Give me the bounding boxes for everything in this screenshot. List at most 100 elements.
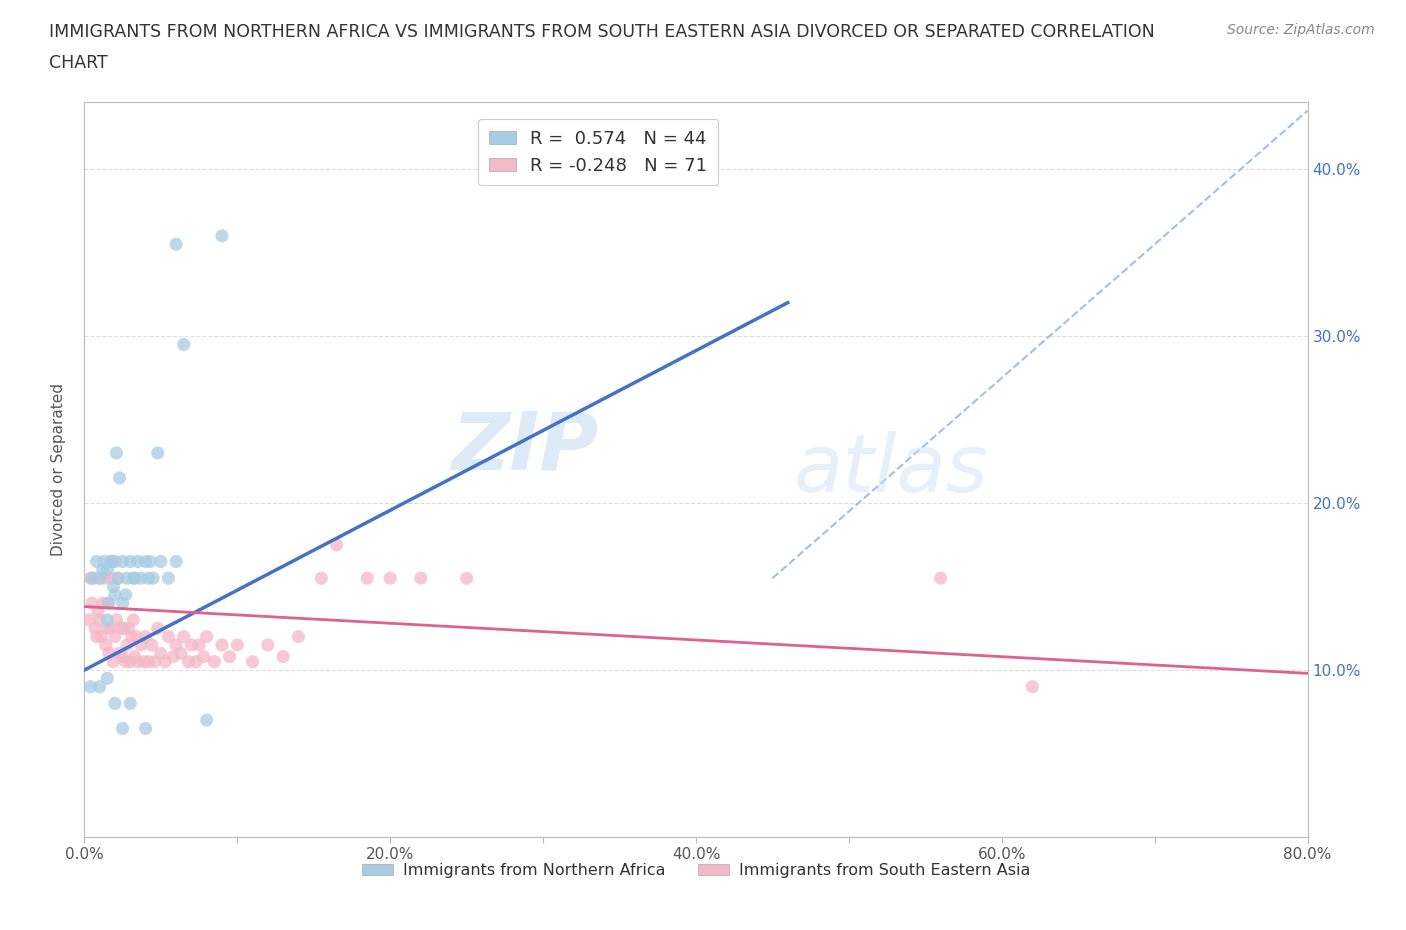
Text: CHART: CHART (49, 54, 108, 72)
Point (107, 571, 129, 586)
Point (165, 638, 187, 653)
Point (929, 571, 952, 586)
Point (91, 596, 114, 611)
Point (456, 571, 478, 586)
Point (89, 613, 111, 628)
Point (218, 649, 240, 664)
Point (132, 654, 155, 669)
Point (107, 571, 129, 586)
Point (84, 621, 107, 636)
Point (120, 554, 142, 569)
Point (111, 649, 134, 664)
Point (89, 679, 111, 694)
Point (105, 445, 128, 460)
Point (157, 630, 180, 644)
Point (149, 646, 172, 661)
Point (108, 471, 131, 485)
Point (79, 571, 101, 586)
Point (103, 579, 125, 594)
Point (90, 630, 112, 644)
Point (80, 596, 103, 611)
Point (135, 554, 157, 569)
Point (142, 571, 165, 586)
Point (211, 229, 233, 244)
Point (177, 654, 200, 669)
Point (173, 337, 195, 352)
Point (157, 571, 180, 586)
Point (77, 613, 100, 628)
Point (115, 638, 138, 653)
Point (118, 621, 141, 636)
Point (89, 571, 111, 586)
Text: Source: ZipAtlas.com: Source: ZipAtlas.com (1227, 23, 1375, 37)
Point (124, 649, 146, 664)
Point (86, 630, 108, 644)
Point (93, 571, 115, 586)
Point (79, 679, 101, 694)
Point (257, 638, 280, 653)
Point (108, 646, 131, 661)
Point (101, 554, 124, 569)
Point (97, 646, 120, 661)
Point (93, 554, 115, 569)
Point (110, 621, 132, 636)
Point (87, 604, 110, 619)
Point (101, 571, 124, 586)
Point (96, 621, 118, 636)
Point (271, 649, 294, 664)
Point (103, 654, 125, 669)
Point (97, 596, 120, 611)
Point (98, 554, 121, 569)
Point (184, 654, 207, 669)
Point (120, 696, 142, 711)
Point (1021, 679, 1043, 694)
Point (170, 646, 193, 661)
Y-axis label: Divorced or Separated: Divorced or Separated (51, 383, 66, 556)
Point (115, 571, 138, 586)
Point (80, 571, 103, 586)
Point (124, 571, 146, 586)
Point (120, 654, 142, 669)
Point (104, 630, 127, 644)
Point (149, 554, 172, 569)
Point (122, 613, 145, 628)
Point (83, 571, 105, 586)
Point (195, 630, 218, 644)
Point (180, 638, 202, 653)
Point (311, 571, 333, 586)
Point (104, 696, 127, 711)
Point (139, 554, 162, 569)
Point (129, 571, 152, 586)
Point (356, 571, 378, 586)
Point (135, 721, 157, 736)
Point (112, 621, 135, 636)
Point (96, 613, 118, 628)
Text: ZIP: ZIP (451, 408, 598, 486)
Point (202, 654, 225, 669)
Point (155, 654, 177, 669)
Point (162, 649, 184, 664)
Point (287, 630, 309, 644)
Point (94, 638, 117, 653)
Point (138, 654, 160, 669)
Point (165, 554, 187, 569)
Point (188, 638, 211, 653)
Point (111, 596, 134, 611)
Point (96, 671, 118, 685)
Point (104, 588, 127, 603)
Point (226, 638, 249, 653)
Legend: Immigrants from Northern Africa, Immigrants from South Eastern Asia: Immigrants from Northern Africa, Immigra… (356, 857, 1036, 884)
Point (125, 630, 148, 644)
Point (121, 630, 143, 644)
Point (195, 712, 218, 727)
Point (211, 638, 233, 653)
Point (127, 554, 149, 569)
Point (141, 638, 163, 653)
Point (96, 563, 118, 578)
Point (104, 554, 127, 569)
Text: atlas: atlas (794, 431, 988, 509)
Point (89, 571, 111, 586)
Point (242, 654, 264, 669)
Point (114, 588, 136, 603)
Point (122, 571, 145, 586)
